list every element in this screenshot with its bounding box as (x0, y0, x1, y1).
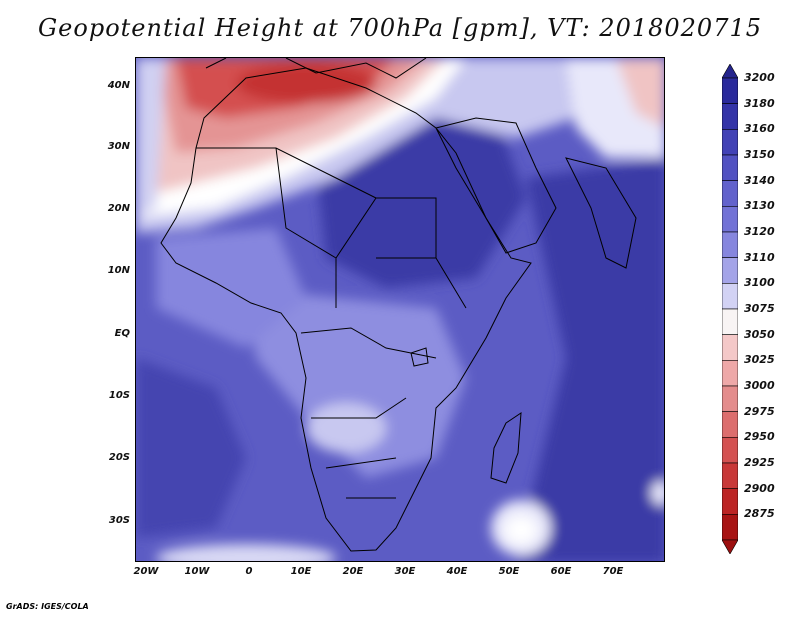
field-light-interior (246, 288, 466, 478)
colorbar-label: 2900 (744, 481, 775, 495)
europe-coast (205, 58, 427, 79)
colorbar-segment (722, 103, 738, 130)
colorbar-label: 3200 (744, 71, 775, 84)
border-2 (300, 327, 437, 499)
colorbar-segment (722, 129, 738, 156)
field-pale-westedge (136, 58, 166, 218)
field-pale-east-dot (651, 481, 664, 505)
colorbar-segment (722, 308, 738, 335)
lon-label-10w: 10W (184, 566, 210, 577)
lat-label-10s: 10S (108, 390, 130, 401)
india-coast (565, 157, 637, 269)
madagascar (490, 412, 522, 484)
colorbar-segment (722, 488, 738, 515)
lat-label-20s: 20S (108, 452, 130, 463)
border-1 (196, 147, 467, 309)
colorbar-segment (722, 437, 738, 464)
field-pink-northeast (616, 58, 664, 127)
lat-label-30s: 30S (108, 515, 130, 526)
lon-label-60e: 60E (550, 566, 572, 577)
colorbar-label: 3100 (744, 276, 775, 290)
field-pale-south (306, 403, 386, 453)
colorbar-label: 3025 (744, 353, 775, 367)
geopotential-field (136, 58, 664, 561)
colorbar-segment (722, 514, 738, 541)
field-light-west (156, 228, 306, 348)
colorbar-label: 3120 (744, 225, 775, 238)
colorbar-segment (722, 77, 738, 104)
grads-credit: GrADS: IGES/COLA (6, 602, 89, 611)
lon-label-0: 0 (245, 566, 253, 577)
field-deep-atlantic (136, 358, 246, 538)
colorbar-segment (722, 411, 738, 438)
map-plot-area (135, 57, 665, 562)
arabia-coast (435, 117, 557, 254)
colorbar-segment (722, 206, 738, 233)
colorbar-label: 3050 (744, 327, 775, 341)
field-pale-south-atlantic (156, 544, 336, 561)
lat-label-eq: EQ (114, 328, 130, 339)
colorbar-segment (722, 385, 738, 412)
lat-label-30n: 30N (107, 141, 130, 152)
colorbar-label: 3130 (744, 199, 775, 213)
lon-label-50e: 50E (498, 566, 520, 577)
field-white-high (505, 516, 537, 544)
colorbar-segment (722, 462, 738, 489)
lon-label-20w: 20W (133, 566, 159, 577)
colorbar-top-arrow (722, 64, 738, 79)
lon-label-70e: 70E (602, 566, 624, 577)
colorbar-label: 3160 (744, 122, 775, 136)
lon-label-30e: 30E (394, 566, 416, 577)
colorbar-segment (722, 231, 738, 258)
lat-label-40n: 40N (107, 80, 130, 91)
field-darkred-core (236, 63, 376, 103)
lon-label-10e: 10E (290, 566, 312, 577)
colorbar (722, 64, 738, 554)
field-deep-east (516, 158, 664, 561)
lon-label-20e: 20E (342, 566, 364, 577)
colorbar-segment (722, 283, 738, 310)
colorbar-label: 2975 (744, 404, 775, 418)
colorbar-label: 3150 (744, 148, 775, 161)
colorbar-label: 3000 (744, 379, 775, 392)
colorbar-label: 3110 (744, 250, 775, 264)
colorbar-segment (722, 257, 738, 284)
map-title: Geopotential Height at 700hPa [gpm], VT:… (38, 14, 762, 42)
colorbar-segment (722, 360, 738, 387)
colorbar-segment (722, 154, 738, 181)
colorbar-label: 2950 (744, 430, 775, 444)
colorbar-label: 3075 (744, 302, 775, 315)
colorbar-label: 3140 (744, 173, 775, 187)
lake-victoria (410, 347, 429, 367)
coastlines (160, 58, 637, 552)
colorbar-bottom-arrow (722, 539, 738, 554)
colorbar-segment (722, 180, 738, 207)
lat-label-10n: 10N (107, 265, 130, 276)
colorbar-label: 3180 (744, 96, 775, 110)
lon-label-40e: 40E (446, 566, 468, 577)
colorbar-label: 2875 (744, 507, 775, 521)
colorbar-segment (722, 334, 738, 361)
africa-coast (160, 67, 532, 552)
lat-label-20n: 20N (107, 203, 130, 214)
colorbar-label: 2925 (744, 456, 775, 469)
